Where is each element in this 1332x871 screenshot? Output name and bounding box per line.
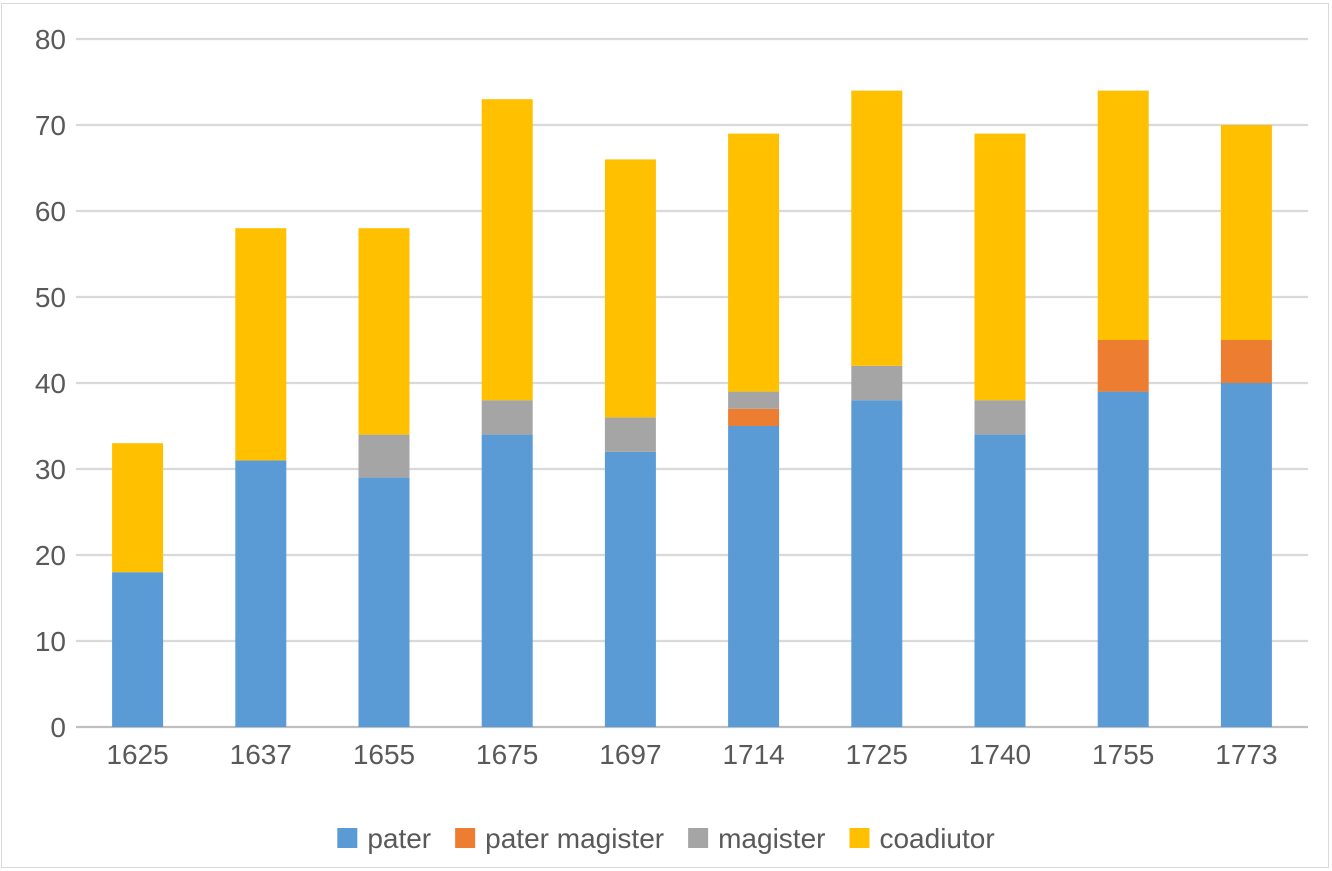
bar-segment-pater-1697 (604, 451, 656, 727)
bar-segment-pater-1755 (1097, 391, 1149, 727)
x-tick-label: 1637 (230, 739, 292, 770)
x-tick-label: 1740 (969, 739, 1031, 770)
bar-segment-pater-magister-1755 (1097, 340, 1149, 392)
y-tick-label: 50 (35, 282, 66, 313)
y-tick-label: 10 (35, 626, 66, 657)
bar-segment-magister-1655 (358, 434, 410, 478)
bar-segment-pater-1740 (974, 434, 1026, 727)
x-tick-label: 1675 (476, 739, 538, 770)
y-axis-tick-labels: 0 10 20 30 40 50 60 70 80 (35, 24, 66, 743)
bar-segment-magister-1714 (728, 391, 780, 409)
bar-segment-coadiutor-1714 (728, 133, 780, 392)
legend-item-pater: pater (337, 823, 431, 854)
legend-item-coadiutor: coadiutor (849, 823, 995, 854)
legend-swatch (337, 828, 358, 848)
bar-segment-coadiutor-1675 (481, 99, 533, 401)
legend-swatch (849, 828, 870, 848)
x-tick-label: 1773 (1215, 739, 1277, 770)
bar-segment-coadiutor-1725 (851, 90, 903, 366)
legend-label: pater magister (485, 823, 664, 854)
x-tick-label: 1725 (846, 739, 908, 770)
y-tick-label: 20 (35, 540, 66, 571)
legend-label: pater (367, 823, 431, 854)
bar-segment-pater-1725 (851, 400, 903, 727)
legend-label: magister (718, 823, 825, 854)
bar-segment-coadiutor-1697 (604, 159, 656, 418)
x-tick-label: 1755 (1092, 739, 1154, 770)
legend: pater pater magister magister coadiutor (337, 823, 995, 854)
x-tick-label: 1697 (599, 739, 661, 770)
bar-segment-coadiutor-1637 (235, 228, 287, 461)
legend-swatch (455, 828, 476, 848)
bar-segment-magister-1697 (604, 417, 656, 452)
bar-segment-magister-1675 (481, 400, 533, 435)
bar-segment-pater-1625 (112, 572, 164, 727)
bar-segment-pater-magister-1714 (728, 408, 780, 426)
bar-segment-magister-1740 (974, 400, 1026, 435)
x-axis-tick-labels: 1625 1637 1655 1675 1697 1714 1725 1740 1755 1773 (106, 739, 1277, 770)
bar-segment-coadiutor-1655 (358, 228, 410, 435)
x-tick-label: 1714 (722, 739, 784, 770)
bar-segment-coadiutor-1625 (112, 443, 164, 573)
bar-segment-pater-1655 (358, 477, 410, 727)
bar-segment-magister-1725 (851, 365, 903, 401)
bar-segment-coadiutor-1773 (1220, 125, 1272, 340)
legend-label: coadiutor (879, 823, 994, 854)
bar-segment-pater-magister-1773 (1220, 340, 1272, 383)
x-tick-label: 1625 (106, 739, 168, 770)
bar-segment-coadiutor-1740 (974, 133, 1026, 401)
x-tick-label: 1655 (353, 739, 415, 770)
y-tick-label: 60 (35, 196, 66, 227)
legend-item-pater-magister: pater magister (455, 823, 664, 854)
bars (112, 90, 1272, 727)
bar-segment-pater-1675 (481, 434, 533, 727)
legend-swatch (688, 828, 709, 848)
bar-segment-pater-1714 (728, 426, 780, 727)
y-tick-label: 40 (35, 368, 66, 399)
bar-segment-pater-1637 (235, 460, 287, 727)
y-tick-label: 30 (35, 454, 66, 485)
y-tick-label: 0 (50, 712, 66, 743)
bar-segment-pater-1773 (1220, 383, 1272, 727)
y-tick-label: 80 (35, 24, 66, 55)
legend-item-magister: magister (688, 823, 825, 854)
y-tick-label: 70 (35, 110, 66, 141)
bar-segment-coadiutor-1755 (1097, 90, 1149, 340)
